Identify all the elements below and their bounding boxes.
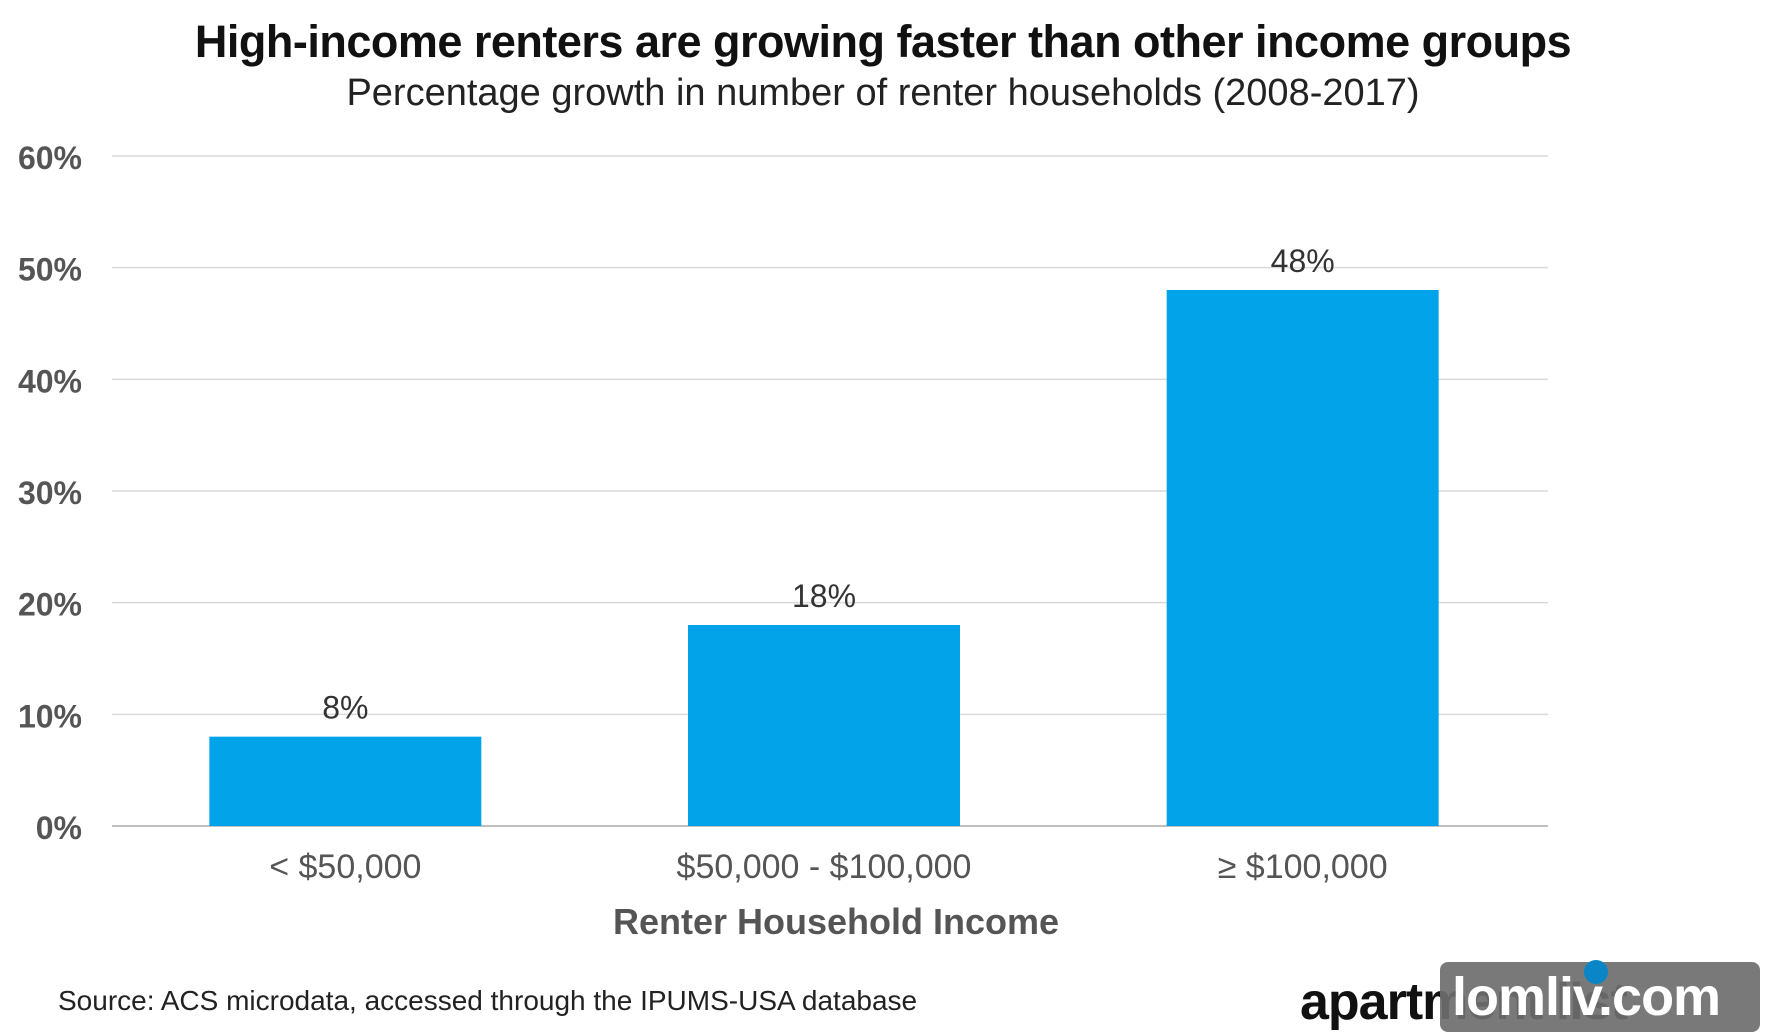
y-tick-label: 0%: [36, 810, 82, 846]
data-label: 8%: [322, 690, 368, 726]
y-tick-label: 50%: [18, 252, 82, 288]
bar-chart: 0% 10% 20% 30% 40% 50% 60% 8% < $50,000 18% $50,00…: [18, 140, 1548, 942]
y-tick-label: 10%: [18, 698, 82, 734]
bar: [209, 736, 482, 826]
bar: [688, 625, 960, 826]
x-tick-label: $50,000 - $100,000: [677, 848, 972, 886]
x-axis-title: Renter Household Income: [613, 901, 1059, 942]
y-tick-label: 60%: [18, 140, 82, 176]
y-tick-label: 30%: [18, 475, 82, 511]
bar: [1166, 290, 1439, 826]
x-tick-label: < $50,000: [269, 848, 421, 886]
chart-subtitle: Percentage growth in number of renter ho…: [346, 72, 1420, 114]
source-note: Source: ACS microdata, accessed through …: [58, 985, 918, 1016]
chart-title: High-income renters are growing faster t…: [194, 16, 1572, 67]
location-pin-icon: [1584, 960, 1608, 984]
y-tick-label: 20%: [18, 587, 82, 623]
data-label: 18%: [792, 578, 856, 614]
x-tick-label: ≥ $100,000: [1218, 848, 1388, 886]
data-label: 48%: [1271, 243, 1335, 279]
y-tick-label: 40%: [18, 363, 82, 399]
